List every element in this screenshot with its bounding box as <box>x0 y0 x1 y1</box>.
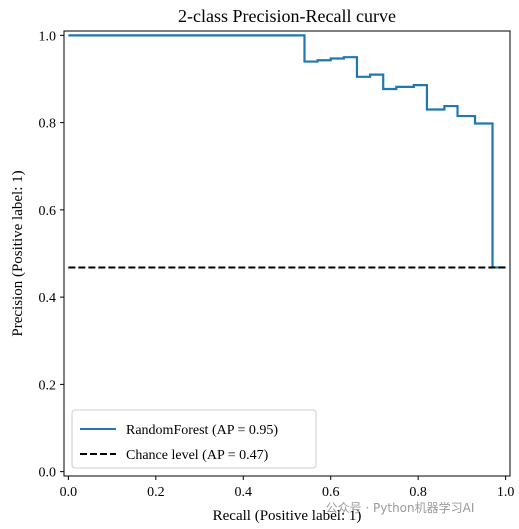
x-tick-label: 0.6 <box>322 485 340 500</box>
x-tick-label: 0.4 <box>235 485 253 500</box>
legend: RandomForest (AP = 0.95) Chance level (AP… <box>71 409 317 469</box>
y-tick-label: 0.6 <box>39 204 57 219</box>
legend-label: RandomForest (AP = 0.95) <box>126 423 278 438</box>
watermark-text: 公众号 · Python机器学习AI <box>326 500 475 515</box>
y-tick-label: 0.8 <box>39 117 57 132</box>
y-axis-ticks: 0.0 0.2 0.4 0.6 0.8 1.0 <box>39 29 64 481</box>
x-tick-label: 1.0 <box>497 485 515 500</box>
x-tick-label: 0.2 <box>147 485 165 500</box>
legend-box <box>71 409 317 469</box>
y-axis-label: Precision (Positive label: 1) <box>10 170 26 336</box>
series-layer <box>68 34 506 269</box>
precision-recall-curve <box>68 34 506 269</box>
x-tick-label: 0.8 <box>409 485 427 500</box>
y-tick-label: 1.0 <box>39 29 57 44</box>
chart-title: 2-class Precision-Recall curve <box>178 6 396 26</box>
y-tick-label: 0.2 <box>39 378 57 393</box>
x-tick-label: 0.0 <box>60 485 78 500</box>
y-tick-label: 0.0 <box>39 466 57 481</box>
plot-area <box>63 30 511 477</box>
x-axis-ticks: 0.0 0.2 0.4 0.6 0.8 1.0 <box>60 476 515 500</box>
x-axis-label: Recall (Positive label: 1) <box>213 508 362 524</box>
legend-label: Chance level (AP = 0.47) <box>126 448 269 463</box>
y-tick-label: 0.4 <box>39 291 57 306</box>
